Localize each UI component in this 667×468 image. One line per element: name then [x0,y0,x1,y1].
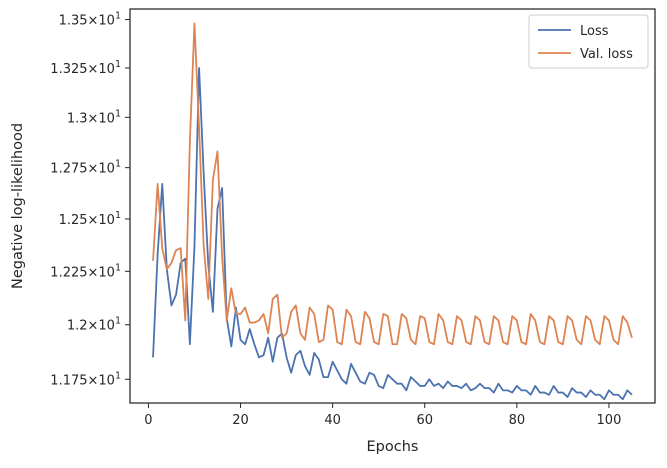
x-tick-label: 60 [416,413,433,428]
x-tick-label: 20 [232,413,249,428]
legend-label-val-loss: Val. loss [580,47,633,62]
x-axis-ticks: 0 20 40 60 80 100 [144,403,621,428]
y-axis-label: Negative log-likelihood [10,123,26,289]
y-tick-label: 1.225×101 [50,262,121,280]
y-tick-label: 1.275×101 [50,159,121,177]
series-line-loss [152,67,633,401]
legend-label-loss: Loss [580,24,609,39]
plot-area-frame [129,8,656,404]
y-tick-label: 1.2×101 [67,316,121,334]
legend-box [528,14,649,69]
y-tick-label: 1.3×101 [67,108,121,126]
legend: Loss Val. loss [528,14,649,69]
y-axis-ticks: 1.175×101 1.2×101 1.225×101 1.25×101 1.275×1… [50,11,130,388]
x-axis-label: Epochs [367,439,419,455]
y-tick-label: 1.325×101 [50,59,121,77]
x-tick-label: 80 [509,413,526,428]
x-tick-label: 100 [597,413,622,428]
series-lines [152,22,633,401]
y-tick-label: 1.25×101 [59,210,121,228]
x-tick-label: 0 [144,413,152,428]
x-tick-label: 40 [324,413,341,428]
series-line-val-loss [152,22,633,346]
y-tick-label: 1.35×101 [59,11,121,29]
y-tick-label: 1.175×101 [50,370,121,388]
